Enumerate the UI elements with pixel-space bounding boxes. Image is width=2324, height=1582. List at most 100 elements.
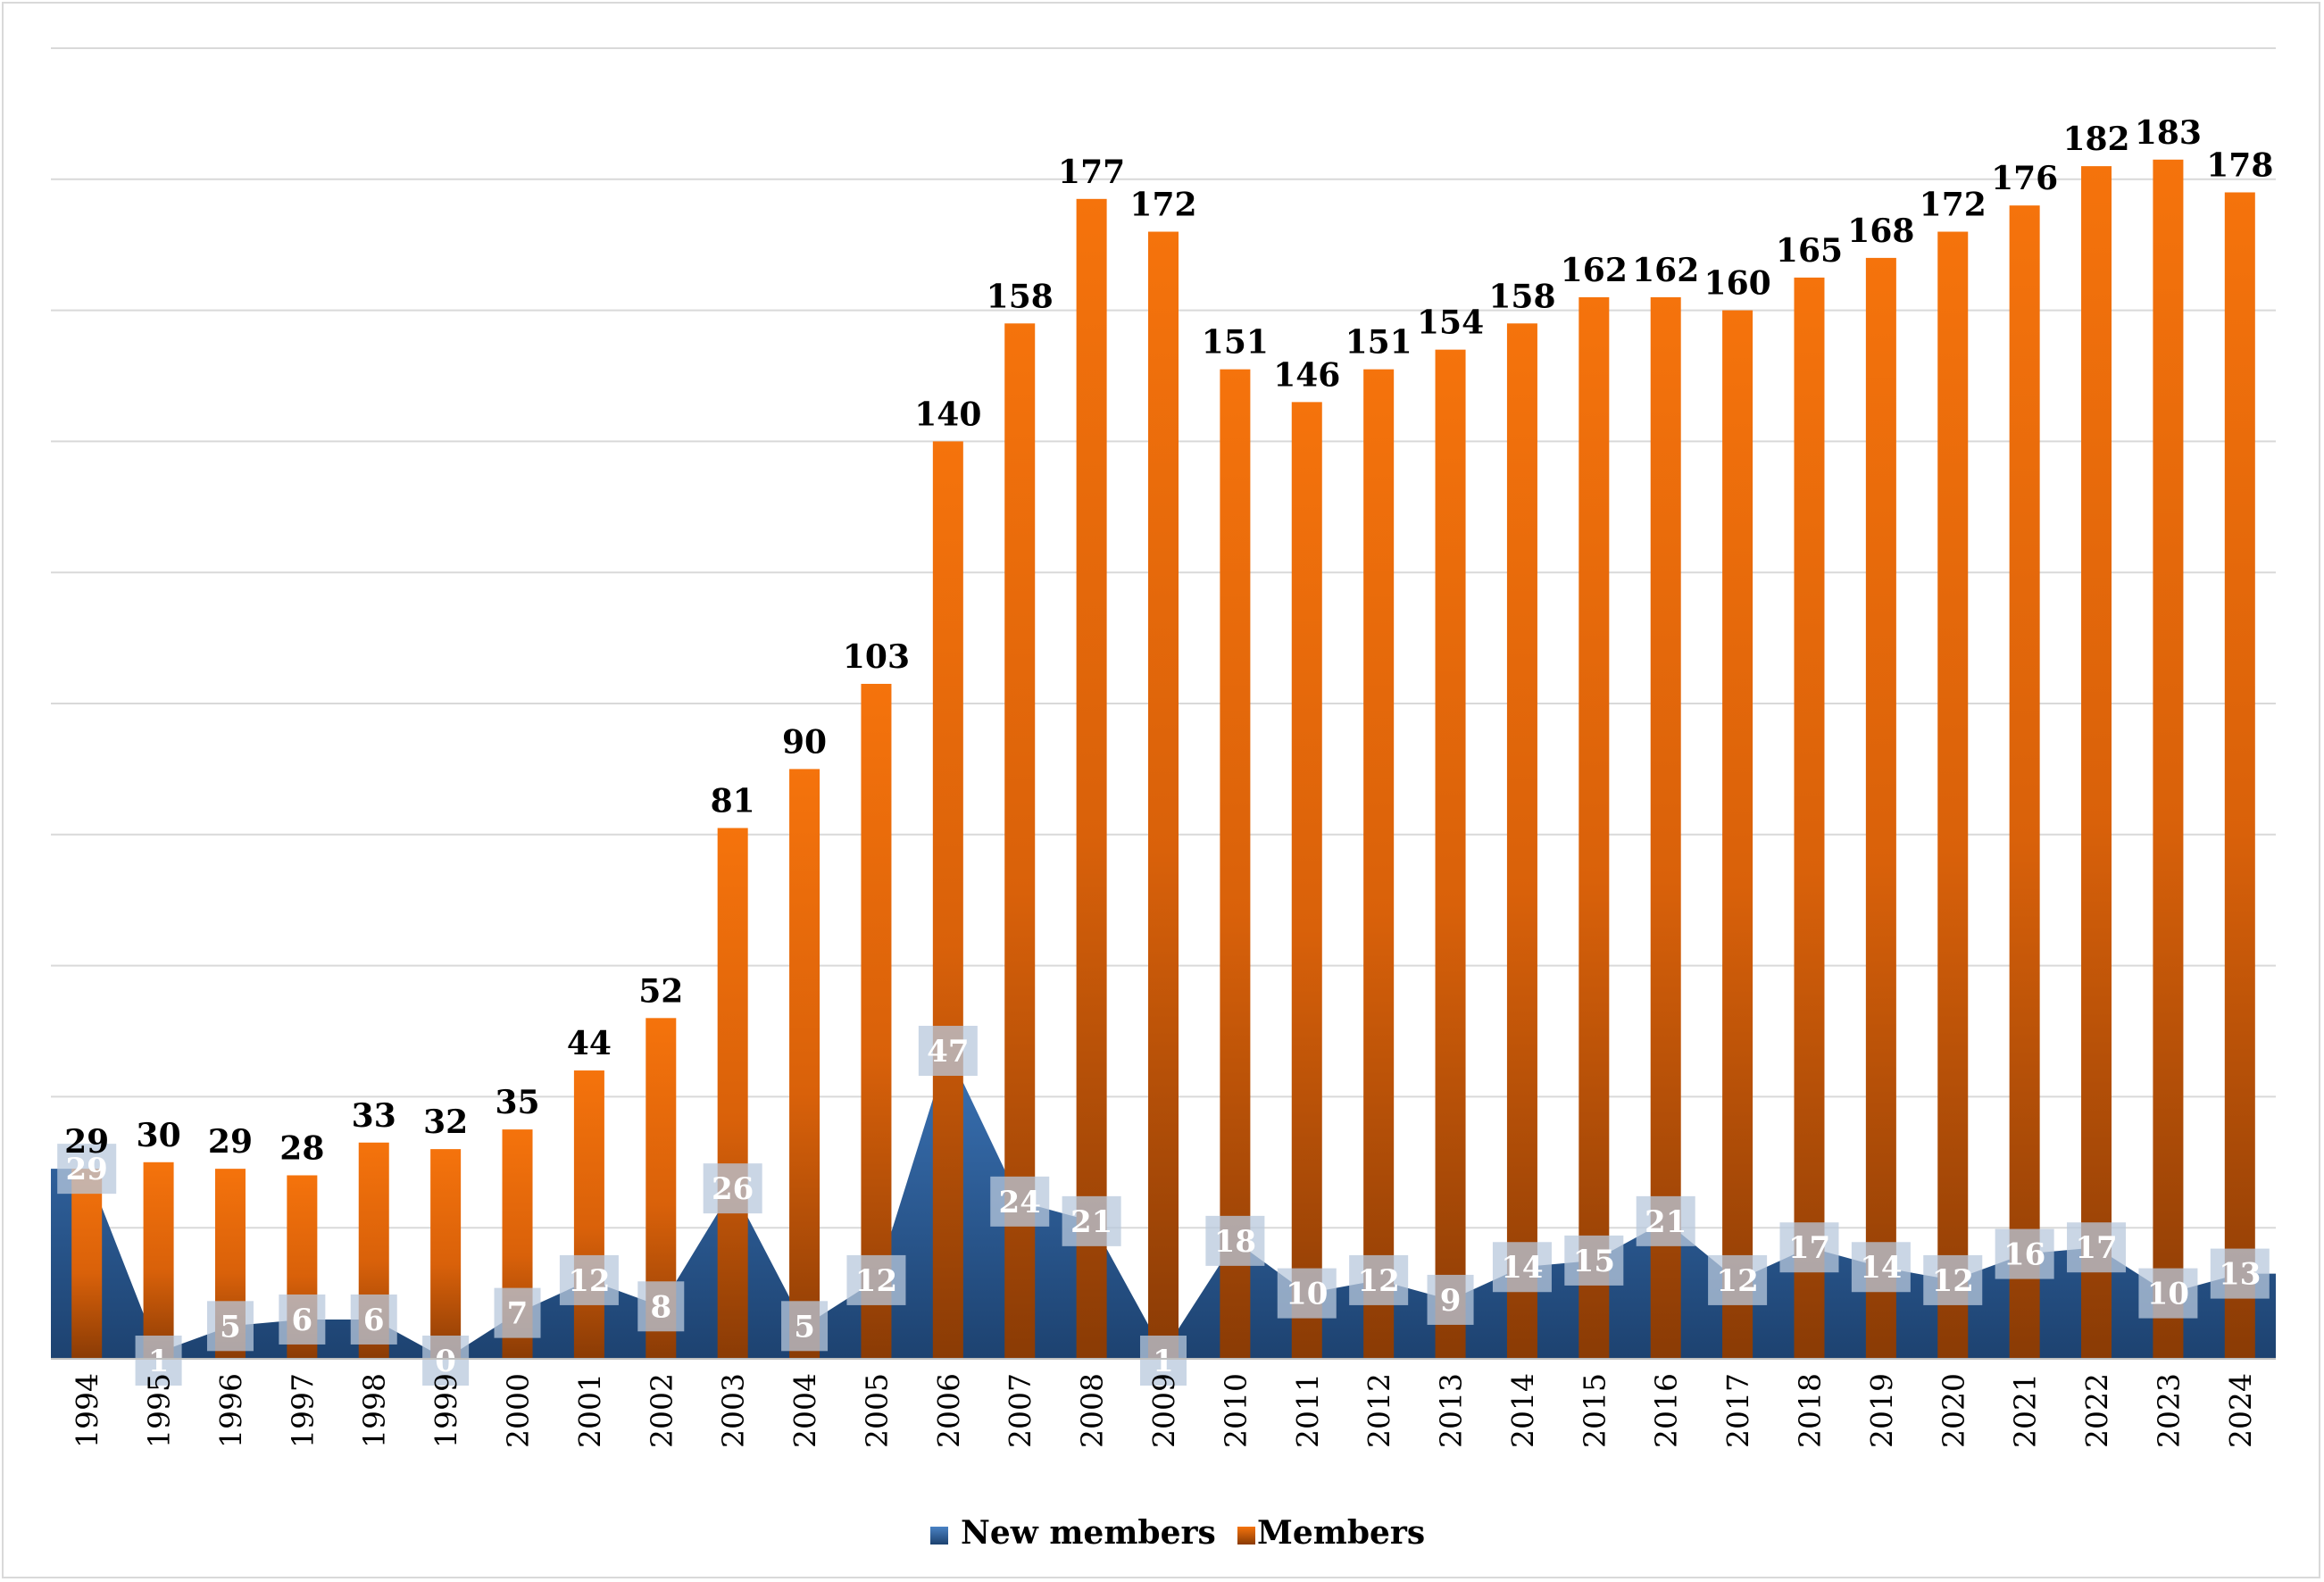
new-members-data-label: 8 (650, 1289, 671, 1325)
members-data-label: 172 (1129, 187, 1196, 224)
x-tick-label: 2003 (716, 1373, 751, 1448)
new-members-label-group: 16 (1995, 1228, 2054, 1279)
members-data-label: 177 (1058, 154, 1125, 191)
new-members-label-group: 18 (1205, 1215, 1265, 1266)
new-members-label-box (1427, 1274, 1474, 1325)
x-tick-label: 2014 (1505, 1373, 1540, 1448)
new-members-data-label: 5 (794, 1309, 815, 1345)
members-bar (1363, 369, 1395, 1359)
new-members-label-box (1277, 1268, 1337, 1319)
new-members-data-label: 15 (1573, 1244, 1615, 1279)
new-members-data-label: 10 (1286, 1277, 1328, 1312)
new-members-label-group: 9 (1427, 1274, 1474, 1325)
members-bar (1865, 257, 1896, 1359)
x-tick-label: 2021 (2008, 1373, 2043, 1448)
new-members-data-label: 47 (927, 1034, 969, 1070)
legend-label-members: Members (1257, 1514, 1425, 1552)
new-members-label-group: 12 (1349, 1254, 1409, 1305)
new-members-label-box (703, 1163, 762, 1214)
new-members-label-group: 15 (1564, 1235, 1624, 1286)
members-data-label: 183 (2135, 114, 2202, 152)
new-members-label-box (279, 1294, 326, 1345)
new-members-label-group: 17 (1779, 1222, 1839, 1273)
x-tick-label: 1999 (429, 1373, 463, 1448)
x-tick-label: 2016 (1649, 1373, 1684, 1448)
new-members-label-box (1923, 1254, 1983, 1305)
members-bar (1794, 277, 1825, 1359)
x-tick-label: 1995 (142, 1373, 177, 1448)
new-members-label-box (2210, 1248, 2270, 1299)
x-tick-label: 2017 (1720, 1373, 1755, 1448)
new-members-data-label: 12 (1357, 1263, 1399, 1299)
x-tick-label: 2004 (787, 1373, 822, 1448)
members-data-label: 151 (1345, 324, 1412, 362)
members-data-label: 162 (1561, 252, 1628, 289)
members-bar (1076, 198, 1107, 1359)
new-members-label-box (1349, 1254, 1409, 1305)
new-members-data-label: 14 (1860, 1250, 1902, 1286)
new-members-label-group: 14 (1851, 1242, 1911, 1293)
new-members-data-label: 12 (568, 1263, 610, 1299)
new-members-label-box (2138, 1268, 2198, 1319)
new-members-data-label: 17 (1788, 1230, 1830, 1266)
members-bar (932, 441, 963, 1359)
new-members-label-group: 12 (559, 1254, 619, 1305)
new-members-data-label: 10 (2147, 1277, 2189, 1312)
new-members-label-group: 5 (206, 1301, 254, 1352)
members-data-label: 172 (1920, 187, 1987, 224)
members-bar (1650, 296, 1681, 1359)
new-members-label-group: 8 (637, 1281, 685, 1332)
x-tick-label: 2013 (1434, 1373, 1469, 1448)
x-tick-label: 1998 (357, 1373, 392, 1448)
new-members-label-group: 1 (1140, 1336, 1187, 1386)
new-members-data-label: 12 (1716, 1263, 1758, 1299)
new-members-label-box (422, 1336, 470, 1386)
members-data-label: 32 (423, 1103, 468, 1141)
new-members-label-box (2067, 1222, 2127, 1273)
new-members-label-box (206, 1301, 254, 1352)
new-members-label-group: 0 (422, 1336, 470, 1386)
new-members-label-group: 21 (1062, 1195, 1121, 1246)
new-members-label-group: 10 (2138, 1268, 2198, 1319)
new-members-data-label: 18 (1214, 1224, 1256, 1260)
x-tick-label: 2015 (1577, 1373, 1612, 1448)
new-members-data-label: 6 (292, 1303, 313, 1338)
members-bar (1722, 310, 1753, 1360)
new-members-label-box (57, 1144, 117, 1195)
members-data-label: 52 (638, 972, 683, 1010)
x-tick-label: 2018 (1792, 1373, 1827, 1448)
new-members-label-group: 12 (846, 1254, 906, 1305)
new-members-label-box (135, 1336, 182, 1386)
members-bar (2224, 192, 2255, 1360)
members-bar (71, 1169, 103, 1359)
new-members-data-label: 12 (855, 1263, 897, 1299)
members-data-label: 151 (1202, 324, 1269, 362)
x-tick-label: 2023 (2151, 1373, 2186, 1448)
members-bars-layer (71, 159, 2255, 1360)
new-members-label-group: 17 (2067, 1222, 2127, 1273)
members-bar (861, 683, 892, 1359)
legend-swatch-new-members (930, 1527, 948, 1545)
x-tick-label: 2020 (1936, 1373, 1970, 1448)
new-members-label-box (1205, 1215, 1265, 1266)
x-tick-label: 2024 (2223, 1373, 2258, 1448)
members-data-label: 182 (2062, 121, 2129, 158)
members-data-label: 168 (1847, 212, 1914, 250)
x-tick-label: 1997 (285, 1373, 320, 1448)
members-data-label: 176 (1991, 160, 2058, 197)
members-bar (2009, 205, 2040, 1359)
members-data-label: 29 (64, 1123, 109, 1161)
x-tick-label: 2022 (2079, 1373, 2114, 1448)
new-members-label-box (1995, 1228, 2054, 1279)
members-data-label: 158 (1488, 278, 1555, 315)
new-members-data-label: 24 (999, 1185, 1041, 1220)
new-members-label-group: 47 (918, 1026, 978, 1077)
members-data-label: 165 (1776, 232, 1843, 270)
x-axis: 1994 1995 1996 1997 1998 1999 2000 2001 2002 2003… (51, 1358, 2276, 1448)
x-tick-label: 2008 (1075, 1373, 1110, 1448)
members-bar (1937, 231, 1969, 1359)
new-members-label-group: 12 (1923, 1254, 1983, 1305)
members-bar (143, 1162, 174, 1359)
new-members-label-group: 7 (494, 1287, 541, 1338)
